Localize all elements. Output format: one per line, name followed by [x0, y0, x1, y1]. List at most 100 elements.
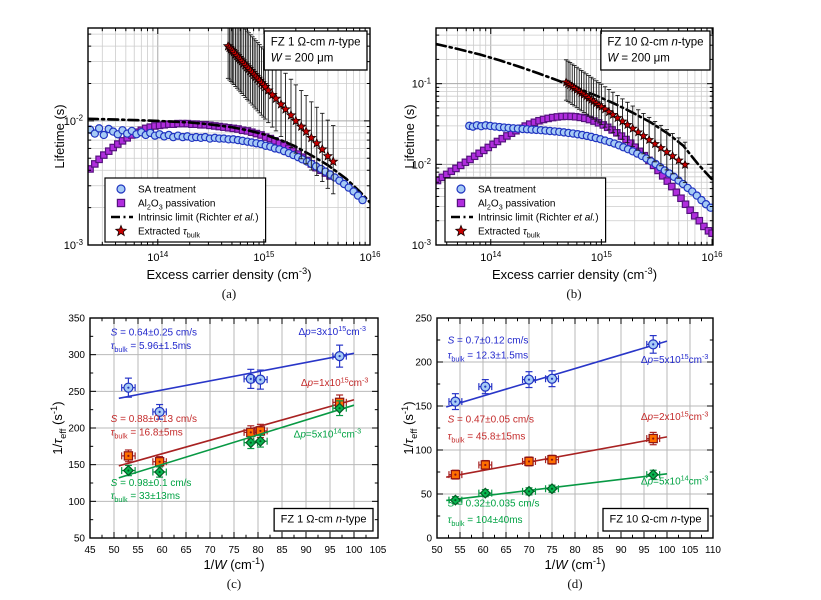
svg-text:55: 55 [454, 545, 466, 556]
svg-text:90: 90 [615, 545, 627, 556]
svg-text:1016: 1016 [359, 250, 381, 264]
svg-text:τbulk = 45.8±15ms: τbulk = 45.8±15ms [448, 431, 526, 444]
svg-text:Δp=5x1015cm-3: Δp=5x1015cm-3 [641, 352, 709, 366]
svg-text:10-3: 10-3 [412, 238, 432, 252]
panel-a-ticks [88, 28, 371, 246]
svg-text:0: 0 [426, 534, 432, 545]
svg-text:1014: 1014 [147, 250, 169, 264]
panel-a-caption: (a) [221, 286, 237, 301]
series-dp-5e14 [118, 400, 355, 479]
svg-text:80: 80 [569, 545, 581, 556]
svg-text:Lifetime (s): Lifetime (s) [52, 104, 67, 168]
svg-text:S = 0.32±0.035 cm/s: S = 0.32±0.035 cm/s [448, 498, 540, 509]
svg-text:50: 50 [431, 545, 443, 556]
series-dp-2e15 [446, 431, 668, 480]
svg-text:100: 100 [346, 545, 363, 556]
svg-text:1015: 1015 [591, 250, 613, 264]
svg-text:65: 65 [180, 545, 192, 556]
panel-c-annotations: S = 0.64±0.25 cm/s τbulk = 5.96±1.5ms S = … [111, 324, 369, 504]
svg-text:200: 200 [415, 358, 432, 369]
svg-text:Lifetime (s): Lifetime (s) [402, 104, 417, 168]
svg-text:60: 60 [477, 545, 489, 556]
svg-text:SA treatment: SA treatment [478, 185, 536, 196]
svg-text:110: 110 [705, 545, 721, 556]
svg-text:Al2O3 passivation: Al2O3 passivation [478, 199, 556, 212]
series-dp-5e15 [445, 335, 668, 411]
svg-text:70: 70 [204, 545, 216, 556]
svg-text:100: 100 [415, 446, 432, 457]
panel-c-grid [90, 318, 378, 538]
panel-c: S = 0.64±0.25 cm/s τbulk = 5.96±1.5ms S = … [89, 317, 379, 539]
svg-text:Δp=1x1015cm-3: Δp=1x1015cm-3 [301, 375, 369, 389]
panel-b-title-box: FZ 10 Ω-cm n-type W = 200 μm [600, 30, 711, 71]
svg-text:1014: 1014 [480, 250, 502, 264]
panel-b-axis-labels: 1014 1015 1016 10-1 10-2 10-3 Excess carrier d… [402, 76, 723, 282]
svg-text:FZ 10 Ω-cm n-type: FZ 10 Ω-cm n-type [607, 37, 703, 49]
svg-text:100: 100 [659, 545, 676, 556]
svg-text:Intrinsic limit (Richter et al: Intrinsic limit (Richter et al.) [478, 213, 599, 224]
panel-b-ticks [436, 28, 713, 246]
svg-text:1/W (cm-1): 1/W (cm-1) [203, 555, 264, 572]
svg-text:Al2O3 passivation: Al2O3 passivation [138, 199, 216, 212]
svg-text:W = 200 μm: W = 200 μm [271, 53, 334, 65]
svg-text:1/τeff (s-1): 1/τeff (s-1) [48, 401, 68, 454]
svg-text:95: 95 [324, 545, 336, 556]
svg-text:Extracted τbulk: Extracted τbulk [138, 227, 200, 240]
series-sa-treatment [87, 124, 367, 205]
svg-text:Extracted τbulk: Extracted τbulk [478, 227, 540, 240]
svg-text:τbulk = 12.3±1.5ms: τbulk = 12.3±1.5ms [448, 350, 529, 363]
svg-text:45: 45 [84, 545, 96, 556]
panel-a-axis-labels: 1014 1015 1016 10-2 10-3 Excess carrier densi… [52, 104, 381, 282]
series-sa-treatment [465, 121, 714, 212]
svg-text:S = 0.88±0.13 cm/s: S = 0.88±0.13 cm/s [111, 414, 197, 425]
svg-text:200: 200 [68, 424, 85, 435]
svg-text:10-1: 10-1 [412, 76, 431, 90]
svg-text:Excess carrier density (cm-3): Excess carrier density (cm-3) [146, 265, 311, 282]
panel-d: S = 0.7±0.12 cm/s τbulk = 12.3±1.5ms S = 0… [436, 317, 714, 539]
svg-text:τbulk = 33±13ms: τbulk = 33±13ms [111, 491, 180, 504]
svg-text:1/W (cm-1): 1/W (cm-1) [544, 555, 605, 572]
svg-text:Δp=5x1014cm-3: Δp=5x1014cm-3 [294, 427, 362, 441]
svg-text:85: 85 [592, 545, 604, 556]
svg-text:10-3: 10-3 [64, 238, 84, 252]
svg-text:Δp=5x1014cm-3: Δp=5x1014cm-3 [641, 474, 709, 488]
svg-text:250: 250 [68, 387, 85, 398]
svg-text:75: 75 [546, 545, 558, 556]
svg-text:FZ 10 Ω-cm n-type: FZ 10 Ω-cm n-type [610, 514, 702, 526]
svg-text:150: 150 [415, 402, 432, 413]
svg-text:250: 250 [415, 314, 432, 325]
svg-text:50: 50 [108, 545, 120, 556]
svg-text:350: 350 [68, 314, 85, 325]
svg-text:10-2: 10-2 [64, 114, 83, 128]
svg-text:95: 95 [638, 545, 650, 556]
panel-b-caption: (b) [566, 286, 582, 301]
svg-text:S = 0.64±0.25 cm/s: S = 0.64±0.25 cm/s [111, 328, 197, 339]
svg-text:300: 300 [68, 350, 85, 361]
panel-c-caption: (c) [226, 576, 242, 591]
svg-text:Δp=3x1015cm-3: Δp=3x1015cm-3 [298, 324, 366, 338]
svg-text:FZ 1 Ω-cm n-type: FZ 1 Ω-cm n-type [271, 37, 361, 49]
svg-text:1016: 1016 [702, 250, 724, 264]
svg-text:65: 65 [500, 545, 512, 556]
svg-text:τbulk = 104±40ms: τbulk = 104±40ms [448, 515, 523, 528]
svg-text:105: 105 [682, 545, 699, 556]
panel-c-info-box: FZ 1 Ω-cm n-type [273, 507, 374, 532]
panel-b-frame [435, 27, 714, 246]
panel-d-caption: (d) [567, 576, 583, 591]
svg-text:Intrinsic limit (Richter et al: Intrinsic limit (Richter et al.) [138, 213, 259, 224]
series-dp-5e14 [446, 468, 668, 506]
panel-d-axis-labels: 50 55 60 65 70 75 80 85 90 95 100 105 11005010015020… [399, 314, 721, 573]
svg-text:SA treatment: SA treatment [138, 185, 196, 196]
svg-text:60: 60 [156, 545, 168, 556]
svg-text:90: 90 [300, 545, 312, 556]
svg-text:τbulk = 5.96±1.5ms: τbulk = 5.96±1.5ms [111, 341, 192, 354]
svg-text:S = 0.47±0.05 cm/s: S = 0.47±0.05 cm/s [448, 415, 534, 426]
svg-text:1015: 1015 [253, 250, 275, 264]
svg-text:Δp=2x1015cm-3: Δp=2x1015cm-3 [641, 409, 709, 423]
svg-text:10-2: 10-2 [412, 157, 431, 171]
